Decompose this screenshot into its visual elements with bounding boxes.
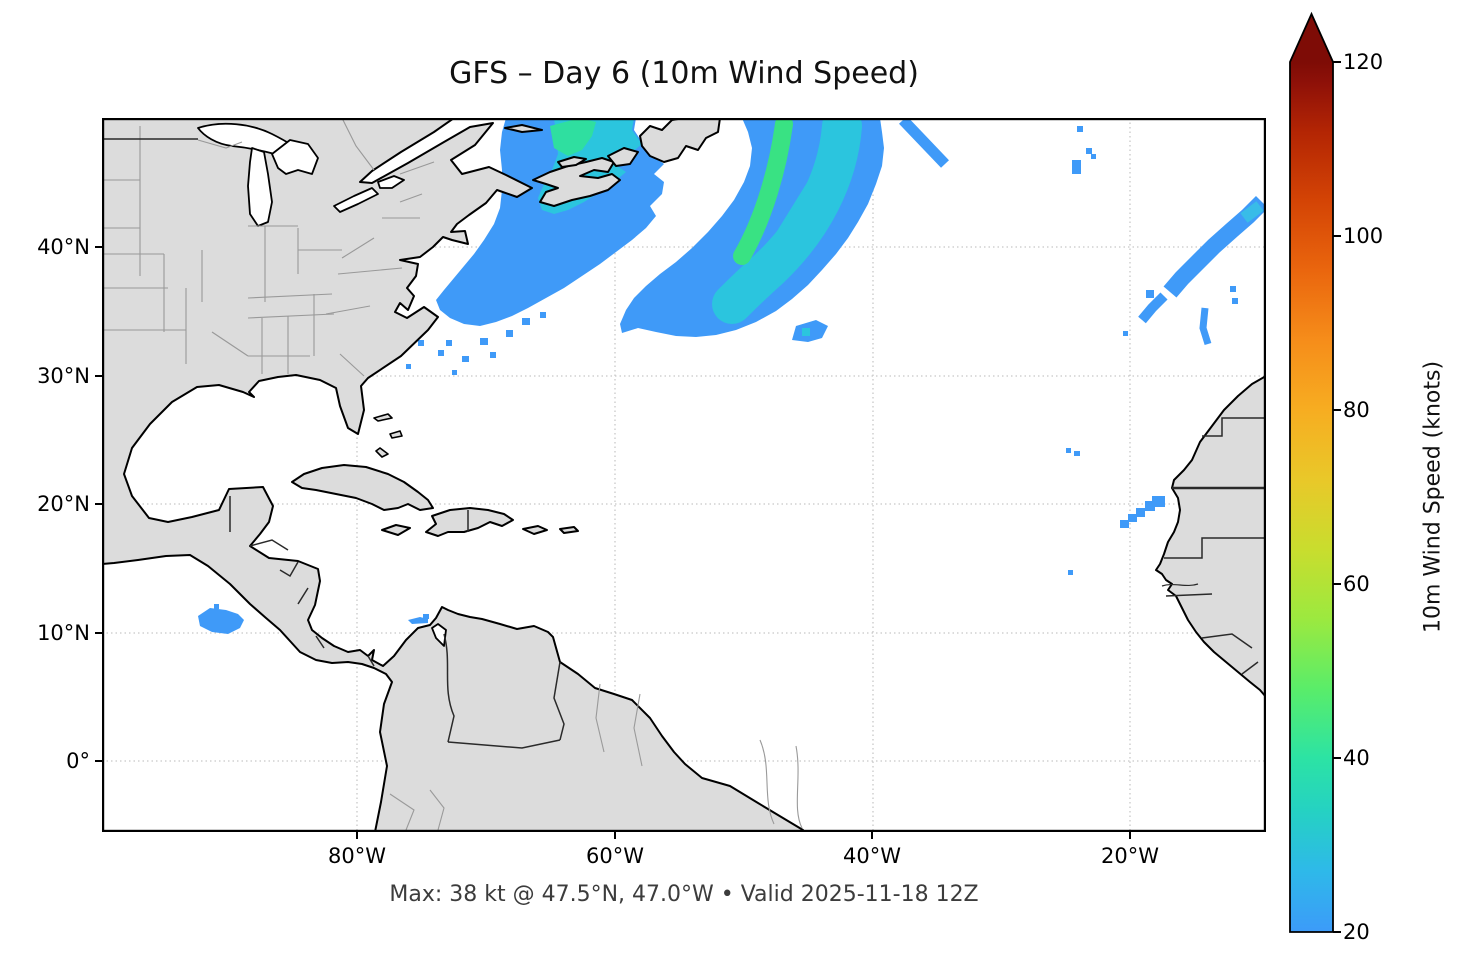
- wind-dots-upper-right: [1072, 126, 1096, 174]
- figure-caption: Max: 38 kt @ 47.5°N, 47.0°W • Valid 2025…: [389, 882, 979, 907]
- xtick-mark: [614, 832, 616, 839]
- colorbar-canvas: [1289, 11, 1341, 933]
- anticosti-island: [504, 124, 543, 133]
- great-lakes: [197, 122, 405, 227]
- ytick-label-40n: 40°N: [37, 235, 90, 259]
- cbtick-label-80: 80: [1343, 398, 1370, 422]
- colorbar: [1280, 6, 1466, 946]
- state-borders: [102, 118, 435, 377]
- map-canvas: [102, 118, 1266, 832]
- landmasses: [102, 118, 1266, 832]
- map-axes: [102, 118, 1266, 832]
- xtick-mark: [356, 832, 358, 839]
- xtick-label-80w: 80°W: [328, 844, 386, 868]
- cbtick-label-20: 20: [1343, 920, 1370, 944]
- xtick-mark: [1129, 832, 1131, 839]
- bahamas: [373, 413, 403, 458]
- wind-patch-nova-scotia-core: [550, 118, 596, 156]
- wind-streak: [899, 118, 949, 168]
- africa: [1155, 375, 1266, 698]
- colorbar-tick-marks: [1333, 61, 1341, 933]
- ytick-label-30n: 30°N: [37, 364, 90, 388]
- lesser-antilles-island: [559, 526, 579, 534]
- cuba: [291, 464, 434, 511]
- puerto-rico: [522, 525, 548, 535]
- cbtick-label-60: 60: [1343, 572, 1370, 596]
- cbtick-label-40: 40: [1343, 746, 1370, 770]
- xtick-label-40w: 40°W: [843, 844, 901, 868]
- ytick-label-10n: 10°N: [37, 621, 90, 645]
- ytick-label-0: 0°: [66, 749, 90, 773]
- colorbar-bar: [1289, 11, 1334, 933]
- ytick-mark: [95, 760, 102, 762]
- newfoundland: [639, 118, 721, 163]
- lake-maracaibo: [431, 623, 447, 647]
- prince-edward-island: [557, 156, 587, 168]
- cbtick-label-100: 100: [1343, 224, 1384, 248]
- xtick-label-20w: 20°W: [1101, 844, 1159, 868]
- colorbar-axis-label: 10m Wind Speed (knots): [1420, 360, 1446, 634]
- wind-streak-africa: [1066, 448, 1165, 575]
- wind-patch-midatlantic-core: [733, 118, 793, 265]
- hispaniola: [425, 507, 514, 537]
- jamaica: [381, 524, 411, 536]
- wind-patch-midatlantic-mid: [712, 118, 862, 324]
- country-borders: [102, 138, 1266, 749]
- ytick-mark: [95, 632, 102, 634]
- ytick-mark: [95, 503, 102, 505]
- nova-scotia: [532, 157, 621, 207]
- ytick-mark: [95, 246, 102, 248]
- xtick-mark: [871, 832, 873, 839]
- cbtick-label-120: 120: [1343, 50, 1384, 74]
- wind-patch-pacific: [198, 608, 244, 634]
- ytick-label-20n: 20°N: [37, 492, 90, 516]
- axes-frame: [102, 118, 1266, 832]
- xtick-label-60w: 60°W: [586, 844, 644, 868]
- cape-breton: [607, 147, 639, 167]
- plot-title: GFS – Day 6 (10m Wind Speed): [449, 56, 919, 91]
- ytick-mark: [95, 375, 102, 377]
- sa-internal-borders: [389, 683, 803, 831]
